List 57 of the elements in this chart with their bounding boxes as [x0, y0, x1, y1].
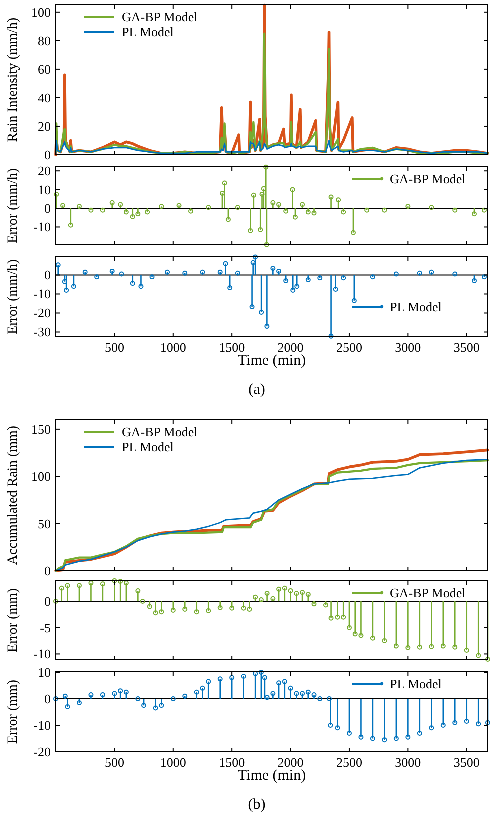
x-tick-label: 3500	[454, 340, 480, 355]
legend-label: GA-BP Model	[390, 586, 466, 600]
legend-label: PL Model	[390, 300, 442, 314]
y-tick-label: 10	[38, 665, 51, 680]
x-axis-title: Time (min)	[238, 353, 306, 369]
text: (a)	[248, 382, 266, 398]
y-tick-label: -20	[34, 306, 51, 321]
y-tick-label: -10	[34, 718, 51, 734]
y-tick-label: -10	[34, 646, 51, 662]
y-tick-label: 80	[38, 33, 51, 48]
x-tick-label: 3000	[395, 755, 422, 770]
y-axis-title: Error (mm)	[6, 680, 21, 744]
x-tick-label: 500	[104, 755, 124, 770]
y-tick-label: 0	[44, 594, 51, 610]
x-tick-label: 2000	[278, 755, 304, 770]
y-tick-label: 40	[38, 90, 51, 106]
x-tick-label: 2500	[336, 340, 362, 355]
y-tick-label: -30	[34, 324, 51, 340]
y-tick-label: 20	[38, 118, 51, 134]
legend-label: GA-BP Model	[390, 172, 466, 186]
y-axis-title: Rain Intensity (mm/h)	[6, 17, 21, 142]
y-tick-label: 0	[44, 564, 51, 578]
y-tick-label: 0	[44, 148, 51, 162]
x-tick-label: 500	[104, 340, 124, 355]
y-axis-title: Accumulated Rain (mm)	[6, 426, 21, 566]
y-tick-label: -5	[40, 620, 51, 636]
y-tick-label: 50	[38, 516, 51, 532]
legend-label: GA-BP Model	[122, 424, 198, 440]
legend-label: GA-BP Model	[122, 10, 198, 24]
y-tick-label: 0	[44, 692, 51, 707]
legend-label: PL Model	[122, 24, 174, 40]
y-tick-label: -20	[34, 744, 51, 760]
y-tick-label: 20	[38, 164, 51, 179]
x-tick-label: 2000	[278, 340, 304, 355]
legend-label: PL Model	[390, 676, 442, 692]
y-axis-title: Error (mm)	[6, 588, 21, 653]
y-tick-label: 10	[38, 182, 51, 198]
x-tick-label: 2500	[336, 755, 362, 770]
y-axis-title: Error (mm/h)	[6, 168, 21, 244]
x-tick-label: 1500	[219, 340, 246, 355]
y-tick-label: -10	[34, 220, 51, 235]
x-axis-title: Time (min)	[238, 768, 306, 784]
legend-label: PL Model	[122, 440, 174, 454]
x-tick-label: 1500	[219, 755, 246, 770]
y-tick-label: -10	[34, 286, 51, 302]
x-tick-label: 3500	[454, 755, 480, 770]
y-tick-label: 0	[44, 268, 51, 283]
y-tick-label: 150	[32, 422, 51, 437]
y-tick-label: 0	[44, 201, 51, 216]
y-axis-title: Error (mm/h)	[6, 259, 21, 335]
x-tick-label: 3000	[395, 340, 422, 355]
text: (b)	[248, 797, 266, 813]
x-tick-label: 1000	[160, 755, 186, 770]
y-tick-label: 60	[38, 62, 51, 77]
x-tick-label: 1000	[160, 340, 186, 355]
y-tick-label: 100	[32, 4, 51, 20]
y-tick-label: 100	[32, 469, 51, 484]
